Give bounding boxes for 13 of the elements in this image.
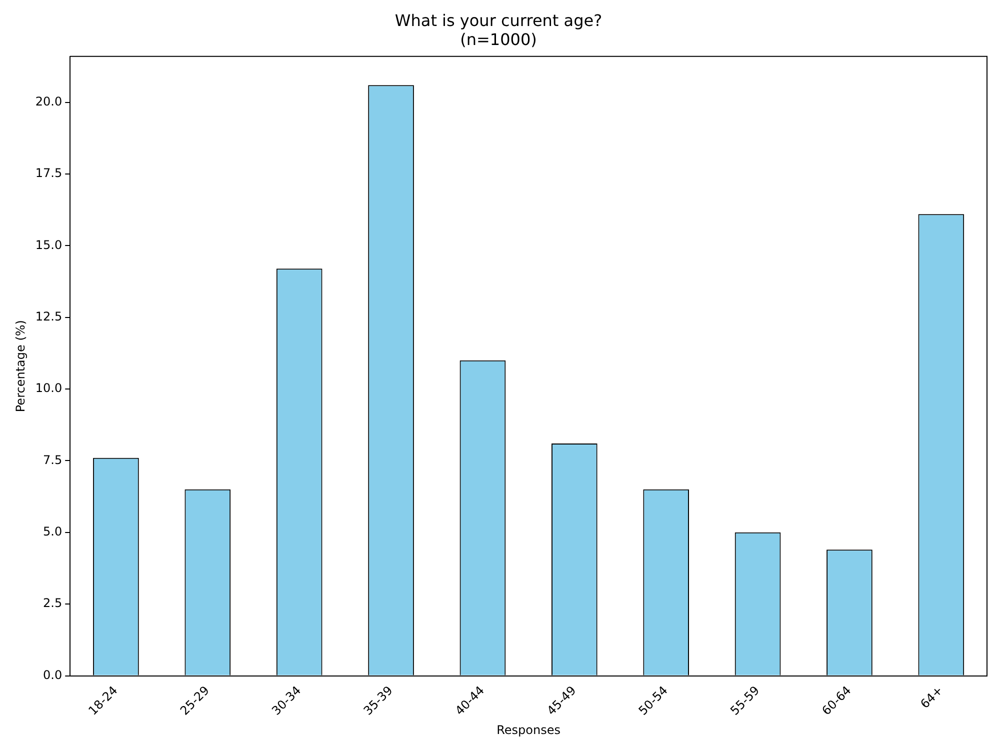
y-tick-label: 12.5 (35, 309, 62, 324)
y-tick-label: 20.0 (35, 94, 62, 108)
y-tick-label: 17.5 (35, 166, 62, 180)
chart-title: What is your current age? (n=1000) (394, 10, 602, 49)
x-axis-title: Responses (496, 722, 561, 737)
y-tick-label: 7.5 (43, 452, 62, 467)
y-tick-label: 10.0 (35, 381, 62, 396)
y-tick-label: 2.5 (43, 596, 62, 610)
y-tick-label: 15.0 (35, 238, 62, 252)
y-tick-label: 5.0 (43, 524, 62, 539)
y-tick-label: 0.0 (43, 668, 62, 682)
x-tick-label: 64+ (918, 683, 946, 712)
y-axis-title: Percentage (%) (13, 320, 28, 412)
